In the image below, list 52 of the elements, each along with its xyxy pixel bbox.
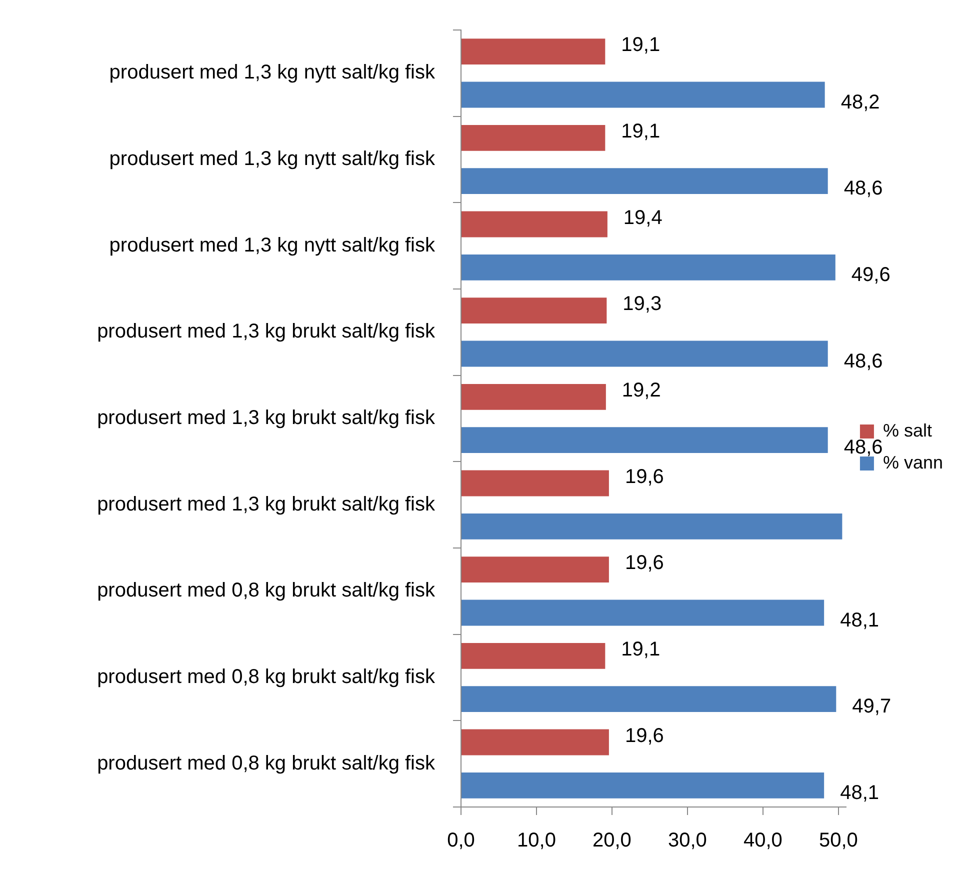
bar (462, 427, 828, 454)
bar (462, 384, 606, 410)
data-label: 49,7 (852, 696, 892, 718)
x-tick-label: 10,0 (517, 830, 556, 852)
data-label: 19,6 (624, 724, 664, 747)
data-label: 19,4 (623, 206, 662, 229)
y-tick-label: produsert med 1,3 kg nytt salt/kg fisk (109, 234, 436, 256)
bar (462, 168, 828, 194)
legend-label: % salt (882, 420, 932, 440)
data-label: 48,6 (844, 436, 883, 459)
bar (462, 556, 609, 583)
y-tick-label: produsert med 1,3 kg brukt salt/kg fisk (97, 320, 436, 343)
y-tick-label: produsert med 0,8 kg brukt salt/kg fisk (97, 752, 436, 774)
bar (462, 340, 828, 367)
data-label: 19,6 (624, 552, 664, 574)
data-label: 19,1 (621, 120, 660, 142)
data-label: 19,2 (622, 379, 661, 402)
bar (462, 686, 836, 712)
x-tick-label: 0,0 (447, 830, 475, 852)
legend-label: % vann (882, 452, 944, 472)
x-tick-label: 30,0 (668, 830, 707, 852)
y-tick-label: produsert med 1,3 kg brukt salt/kg fisk (97, 407, 436, 430)
data-label: 48,1 (840, 609, 880, 632)
bar (462, 82, 825, 108)
bar (462, 124, 606, 151)
x-tick-label: 20,0 (592, 830, 632, 852)
y-tick-label: produsert med 1,3 kg brukt salt/kg fisk (97, 493, 436, 516)
data-label: 19,1 (621, 34, 660, 56)
bar (462, 211, 608, 238)
bar (462, 254, 836, 280)
bar (462, 298, 607, 324)
y-tick-label: produsert med 1,3 kg nytt salt/kg fisk (109, 62, 436, 84)
bar (462, 729, 609, 756)
bar (462, 38, 606, 65)
data-label: 19,6 (624, 466, 664, 488)
y-tick-label: produsert med 1,3 kg nytt salt/kg fisk (109, 148, 436, 170)
bar (462, 642, 606, 669)
bar (462, 772, 824, 798)
data-label: 48,6 (844, 350, 883, 372)
x-tick-label: 50,0 (818, 830, 858, 852)
y-tick-label: produsert med 0,8 kg brukt salt/kg fisk (97, 666, 436, 688)
y-tick-label: produsert med 0,8 kg brukt salt/kg fisk (97, 580, 436, 602)
bar (462, 600, 824, 626)
data-label: 48,1 (840, 782, 880, 804)
data-label: 19,1 (621, 638, 660, 660)
data-label: 48,6 (844, 178, 883, 200)
data-label: 49,6 (851, 264, 890, 286)
data-label: 19,3 (622, 293, 662, 316)
x-tick-label: 40,0 (743, 830, 782, 852)
data-label: 48,2 (840, 91, 880, 114)
bar (462, 470, 609, 496)
bar (462, 513, 842, 540)
